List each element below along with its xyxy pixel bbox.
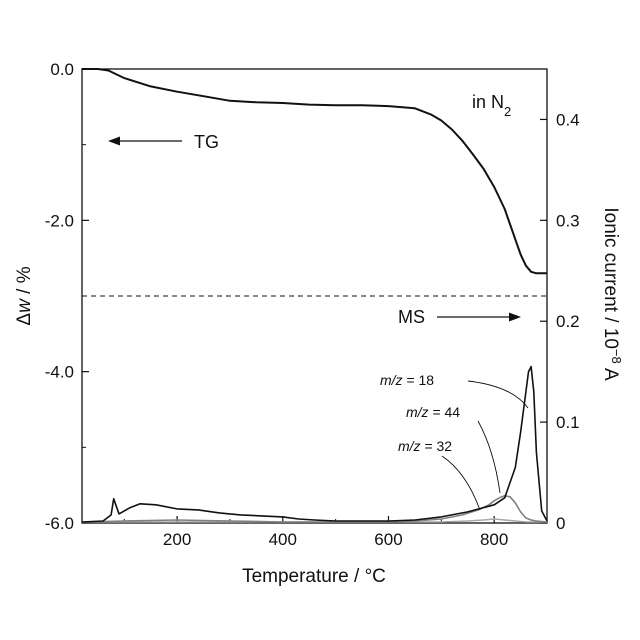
mz32-label: m/z = 32: [398, 438, 452, 454]
ms-arrow-icon: [437, 313, 521, 322]
left-tick-label: 0.0: [50, 60, 74, 79]
mz18-label: m/z = 18: [380, 372, 434, 388]
x-tick-label: 800: [480, 530, 508, 549]
tg-label: TG: [194, 132, 219, 152]
right-tick-label: 0: [556, 514, 565, 533]
right-tick-label: 0.2: [556, 312, 580, 331]
x-tick-label: 400: [269, 530, 297, 549]
mz18-leader: [468, 381, 528, 408]
ms-label: MS: [398, 307, 425, 327]
left-tick-label: -4.0: [45, 363, 74, 382]
atmosphere-label: in N2: [472, 92, 511, 119]
x-tick-label: 600: [374, 530, 402, 549]
left-tick-label: -6.0: [45, 514, 74, 533]
right-tick-label: 0.1: [556, 413, 580, 432]
mz44-leader: [478, 421, 500, 493]
mz32-leader: [442, 456, 480, 510]
right-tick-label: 0.3: [556, 211, 580, 230]
series-layer: [82, 69, 547, 522]
left-tick-label: -2.0: [45, 211, 74, 230]
series-line-m-z-18: [82, 367, 547, 522]
mz44-label: m/z = 44: [406, 404, 460, 420]
tg-arrow-icon: [108, 137, 182, 146]
right-tick-label: 0.4: [556, 110, 580, 129]
x-axis-title: Temperature / °C: [242, 566, 386, 587]
x-tick-label: 200: [163, 530, 191, 549]
left-axis-title: Δw / %: [14, 266, 35, 325]
right-axis-title: Ionic current / 10−8 A: [600, 207, 625, 381]
right-axis: 0.4 0.3 0.2 0.1 0: [540, 110, 580, 533]
plot-frame: [82, 69, 547, 523]
